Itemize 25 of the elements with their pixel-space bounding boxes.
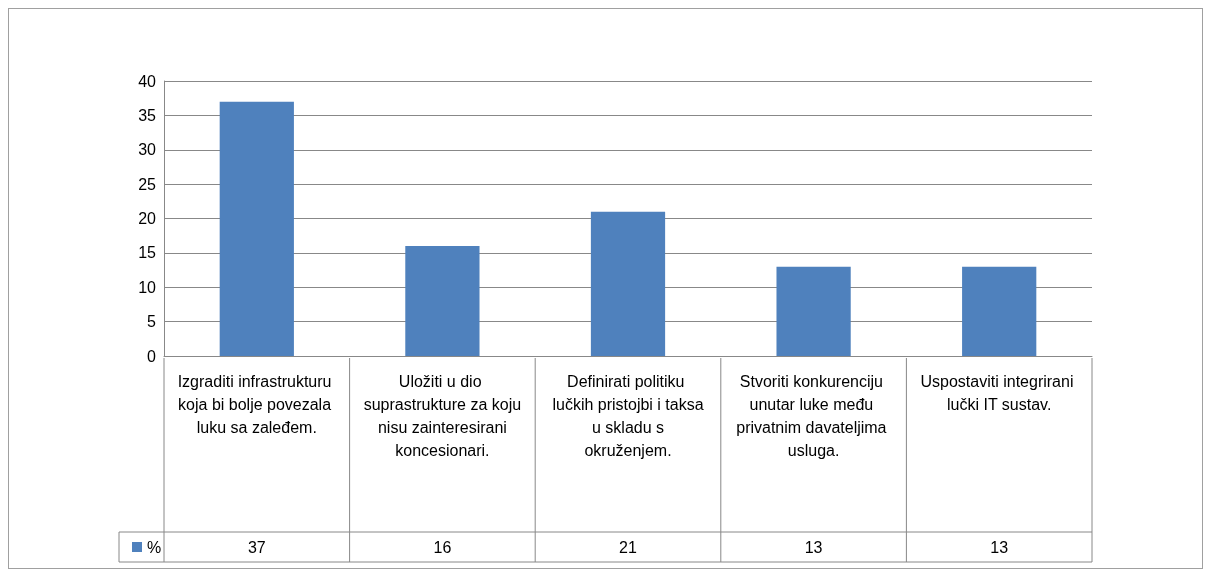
x-tick-label: Definirati politiku lučkih pristojbi i taksa u skladu s okruženjem. [552, 373, 704, 459]
y-tick-label: 40 [138, 72, 157, 90]
legend-label: % [147, 538, 162, 556]
data-label: 21 [619, 538, 637, 556]
y-tick-label: 30 [138, 141, 157, 159]
data-label: 37 [247, 538, 266, 556]
y-tick-label: 20 [138, 210, 157, 227]
x-tick-label: Uložiti u dio suprastrukture za koju nisu zainteresirani koncesionari. [363, 373, 522, 459]
bar [405, 246, 480, 356]
bar [590, 211, 666, 356]
y-tick-label: 35 [138, 106, 157, 124]
bar [219, 101, 294, 356]
data-label: 13 [990, 538, 1009, 556]
y-tick-label: 0 [147, 347, 157, 365]
bar [776, 266, 851, 356]
bar [962, 266, 1037, 356]
y-tick-label: 25 [138, 175, 157, 193]
y-tick-label: 10 [138, 278, 157, 296]
y-tick-label: 5 [147, 313, 157, 331]
x-tick-label: Stvoriti konkurenciju unutar luke među privatnim davateljima usluga. [736, 373, 891, 459]
x-tick-label: Izgraditi infrastrukturu koja bi bolje povezala luku sa zaleđem. [177, 373, 336, 436]
y-tick-label: 15 [138, 244, 157, 262]
data-label: 13 [804, 538, 823, 556]
x-tick-label: Uspostaviti integrirani lučki IT sustav. [920, 373, 1078, 413]
data-label: 16 [433, 538, 452, 556]
